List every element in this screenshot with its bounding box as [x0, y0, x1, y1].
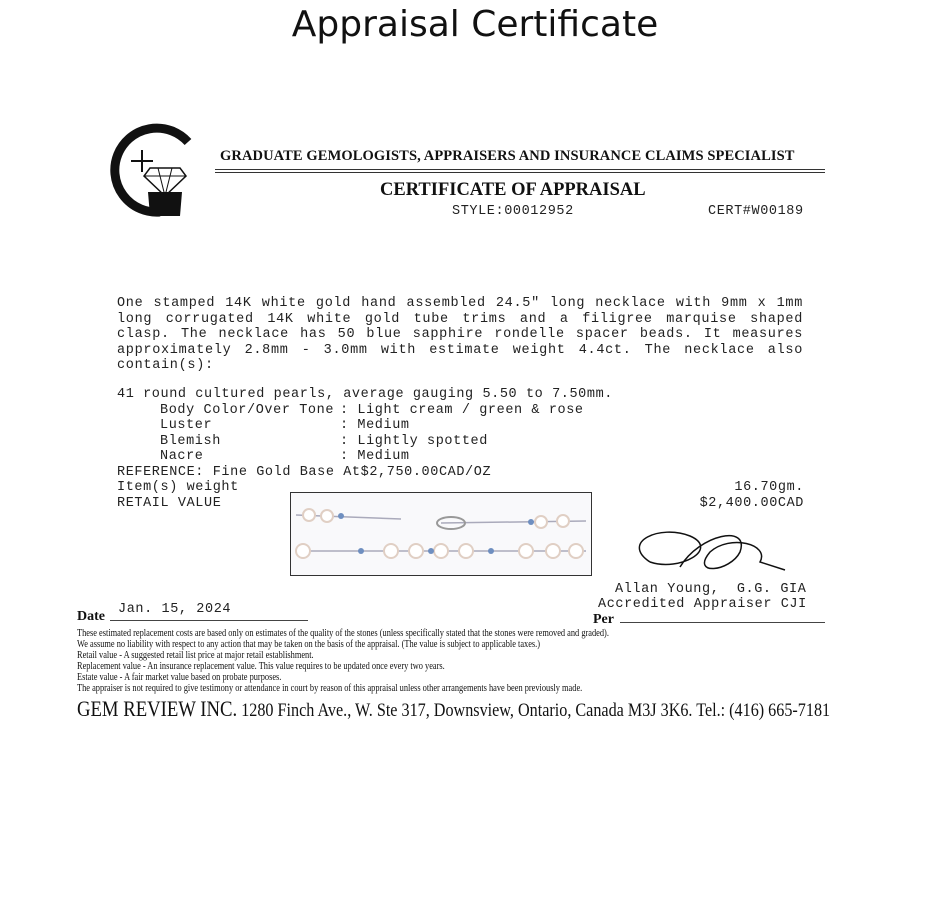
company-name: GEM REVIEW INC. — [77, 696, 238, 721]
date-value: Jan. 15, 2024 — [118, 602, 232, 617]
style-number: STYLE:00012952 — [452, 204, 574, 219]
attr-value: : Lightly spotted — [340, 434, 488, 449]
disclaimer-notes: These estimated replacement costs are ba… — [77, 628, 864, 694]
pearl-summary: 41 round cultured pearls, average gaugin… — [117, 387, 613, 402]
necklace-image-icon — [295, 508, 587, 559]
divider — [215, 169, 825, 170]
appraiser-title: Accredited Appraiser CJI — [598, 597, 807, 612]
attr-value: : Light cream / green & rose — [340, 403, 584, 418]
attr-label: Nacre — [160, 449, 204, 464]
reference: REFERENCE: Fine Gold Base At$2,750.00CAD… — [117, 465, 492, 480]
note: Retail value - A suggested retail list p… — [77, 650, 314, 661]
certificate-heading: CERTIFICATE OF APPRAISAL — [380, 180, 646, 200]
retail-value: $2,400.00CAD — [699, 496, 804, 511]
organization-name: GRADUATE GEMOLOGISTS, APPRAISERS AND INS… — [220, 148, 795, 164]
note: We assume no liability with respect to a… — [77, 639, 541, 650]
per-underline — [620, 622, 825, 623]
attr-label: Luster — [160, 418, 213, 433]
item-description: One stamped 14K white gold hand assemble… — [117, 296, 803, 373]
attr-value: : Medium — [340, 418, 410, 433]
divider — [215, 172, 825, 173]
cert-number: CERT#W00189 — [708, 204, 804, 219]
gemologist-logo-icon — [110, 123, 192, 217]
attr-value: : Medium — [340, 449, 410, 464]
note: The appraiser is not required to give te… — [77, 683, 583, 694]
weight-value: 16.70gm. — [734, 480, 804, 495]
necklace-photo — [290, 492, 592, 576]
note: These estimated replacement costs are ba… — [77, 628, 609, 639]
date-underline — [110, 620, 308, 621]
appraiser-name: Allan Young, G.G. GIA — [615, 582, 807, 597]
per-label: Per — [593, 612, 614, 627]
attr-label: Blemish — [160, 434, 221, 449]
company-footer: GEM REVIEW INC. 1280 Finch Ave., W. Ste … — [77, 696, 830, 722]
attr-label: Body Color/Over Tone — [160, 403, 335, 418]
note: Estate value - A fair market value based… — [77, 672, 282, 683]
weight-label: Item(s) weight — [117, 480, 239, 495]
signature — [638, 531, 786, 571]
note: Replacement value - An insurance replace… — [77, 661, 445, 672]
company-address: 1280 Finch Ave., W. Ste 317, Downsview, … — [241, 700, 831, 721]
retail-label: RETAIL VALUE — [117, 496, 222, 511]
date-label: Date — [77, 609, 105, 624]
page-title: Appraisal Certificate — [291, 4, 659, 45]
